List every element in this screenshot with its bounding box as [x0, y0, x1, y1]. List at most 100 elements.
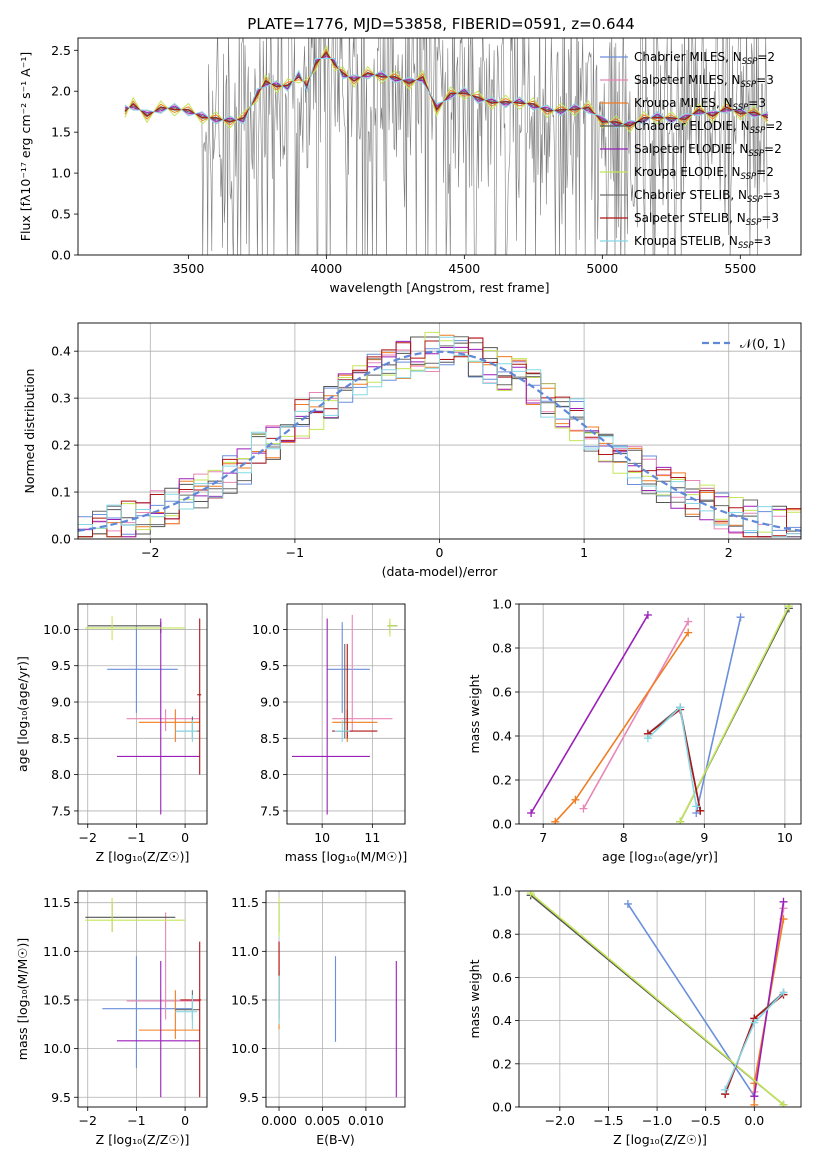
weight-marker	[692, 802, 701, 811]
histogram-kroupa-miles	[78, 334, 801, 538]
y-tick-label: 0.8	[492, 641, 512, 656]
y-tick-label: 0.5	[51, 207, 71, 222]
y-tick-label: 0.2	[51, 438, 71, 453]
x-axis-label: mass [log₁₀(M/M☉)]	[285, 849, 407, 864]
weight-line-kroupa-elodie	[679, 605, 790, 823]
legend-entry: Chabrier ELODIE, NSSP=2	[634, 119, 783, 136]
histogram-kroupa-elodie	[78, 331, 801, 538]
y-tick-label: 7.5	[260, 803, 280, 818]
x-axis-label: E(B-V)	[316, 1132, 355, 1147]
weight-marker	[684, 628, 693, 637]
axes-frame	[77, 37, 802, 256]
y-tick-label: 0.6	[492, 685, 512, 700]
weight-line-kroupa-elodie	[530, 892, 785, 1106]
axes-frame	[77, 890, 208, 1108]
y-tick-label: 1.0	[51, 166, 71, 181]
axes-frame	[518, 603, 802, 825]
spectrum-legend: Chabrier MILES, NSSP=2 Salpeter MILES, NS…	[600, 50, 783, 251]
weight-line-kroupa-miles	[753, 918, 785, 1105]
spectrum-model-salpeter-elodie	[124, 55, 768, 127]
axes-frame	[77, 603, 208, 825]
y-tick-label: 11.5	[231, 895, 259, 910]
x-tick-label: 4000	[310, 261, 342, 276]
x-tick-label: −2	[79, 830, 97, 845]
weight-marker	[643, 734, 652, 743]
x-axis-label: wavelength [Angstrom, rest frame]	[329, 280, 549, 295]
axes-spectrum: 3500 4000 4500 5000 5500 0.0 0.5 1.0 1.5 2.0 2.5 wa…	[18, 37, 802, 295]
weight-marker	[750, 1100, 759, 1107]
y-axis-label: mass [log₁₀(M/M☉)]	[15, 938, 30, 1060]
y-tick-label: 9.0	[260, 695, 280, 710]
x-tick-label: −1	[286, 545, 304, 560]
plot-area-residuals	[78, 323, 801, 539]
y-tick-label: 0.4	[492, 729, 512, 744]
weight-marker	[779, 988, 788, 997]
plot-area-spectrum	[124, 38, 769, 255]
y-tick-label: 0.1	[51, 485, 71, 500]
axes-age_vs_Z: −2 −1 0 7.5 8.0 8.5 9.0 9.5 10.0 Z [log₁₀(Z/Z☉)] a…	[15, 603, 208, 864]
spectrum-model-salpeter-stelib	[124, 51, 769, 127]
legend-entry: Salpeter ELODIE, NSSP=2	[634, 142, 782, 159]
x-tick-label: 1	[580, 545, 588, 560]
x-tick-label: 8	[620, 830, 628, 845]
plot-area-age_vs_mass	[287, 604, 405, 824]
x-tick-label: 9	[700, 830, 708, 845]
y-tick-label: 10.0	[231, 1041, 259, 1056]
y-tick-label: 0.0	[492, 1100, 512, 1115]
y-axis-label: mass weight	[467, 674, 482, 753]
y-tick-label: 8.0	[260, 767, 280, 782]
x-tick-label: 0.010	[348, 1113, 384, 1128]
y-tick-label: 0.2	[492, 773, 512, 788]
x-tick-label: 0	[181, 830, 189, 845]
axes-mass_vs_ebv: 0.000 0.005 0.010 9.5 10.0 10.5 11.0 11.5 E(B-V)	[231, 890, 406, 1147]
x-tick-label: −2	[141, 545, 159, 560]
residual-legend: 𝒩(0, 1)	[702, 336, 786, 351]
weight-line-salpeter-elodie	[530, 614, 649, 814]
x-tick-label: 0.005	[305, 1113, 341, 1128]
normal-curve	[78, 350, 801, 532]
weight-line-salpeter-elodie	[753, 901, 785, 1097]
x-axis-label: age [log₁₀(age/yr)]	[602, 849, 718, 864]
y-tick-label: 8.5	[260, 731, 280, 746]
y-tick-label: 0.0	[51, 532, 71, 547]
x-axis-label: (data-model)/error	[382, 564, 499, 579]
x-axis-label: Z [log₁₀(Z/Z☉)]	[96, 849, 190, 864]
axes-age_vs_mass: 10 11 7.5 8.0 8.5 9.0 9.5 10.0 mass [log₁₀(M/M☉)…	[252, 603, 407, 864]
y-tick-label: 2.0	[51, 84, 71, 99]
x-tick-label: 2	[725, 545, 733, 560]
y-tick-label: 0.6	[492, 970, 512, 985]
weight-marker	[784, 604, 793, 611]
y-tick-label: 7.5	[51, 803, 71, 818]
x-tick-label: −1.5	[593, 1113, 623, 1128]
x-tick-label: 10	[777, 830, 793, 845]
spectrum-model-kroupa-miles	[124, 48, 769, 130]
weight-marker	[571, 795, 580, 804]
weight-marker	[526, 891, 535, 898]
plot-area-mass_vs_ebv	[266, 891, 405, 1107]
x-tick-label: 11	[364, 830, 380, 845]
plot-area-age_vs_Z	[78, 604, 207, 824]
y-tick-label: 1.0	[492, 597, 512, 612]
axes-weight_vs_Z: −2.0 −1.5 −1.0 −0.5 0.0 0.0 0.2 0.4 0.6 0.8 1.0 Z […	[467, 884, 802, 1147]
weight-marker	[750, 1018, 759, 1027]
y-tick-label: 0.8	[492, 927, 512, 942]
legend-entry: Chabrier MILES, NSSP=2	[634, 50, 775, 67]
y-tick-label: 10.0	[43, 1041, 71, 1056]
weight-marker	[643, 611, 652, 619]
y-axis-label: Normed distribution	[22, 369, 37, 494]
x-tick-label: −1	[127, 1113, 145, 1128]
y-tick-label: 9.5	[51, 658, 71, 673]
axes-frame	[286, 603, 406, 825]
weight-line-kroupa-miles	[554, 632, 689, 823]
axes-frame	[77, 322, 802, 540]
x-tick-label: 0.0	[744, 1113, 764, 1128]
legend-entry: Salpeter MILES, NSSP=3	[634, 73, 774, 90]
legend-entry: Kroupa ELODIE, NSSP=2	[634, 165, 774, 182]
y-tick-label: 0.4	[492, 1013, 512, 1028]
y-tick-label: 0.2	[492, 1056, 512, 1071]
x-axis-label: Z [log₁₀(Z/Z☉)]	[96, 1132, 190, 1147]
y-tick-label: 9.5	[260, 658, 280, 673]
y-tick-label: 10.5	[43, 992, 71, 1007]
weight-line-chabrier-stelib	[647, 705, 702, 811]
